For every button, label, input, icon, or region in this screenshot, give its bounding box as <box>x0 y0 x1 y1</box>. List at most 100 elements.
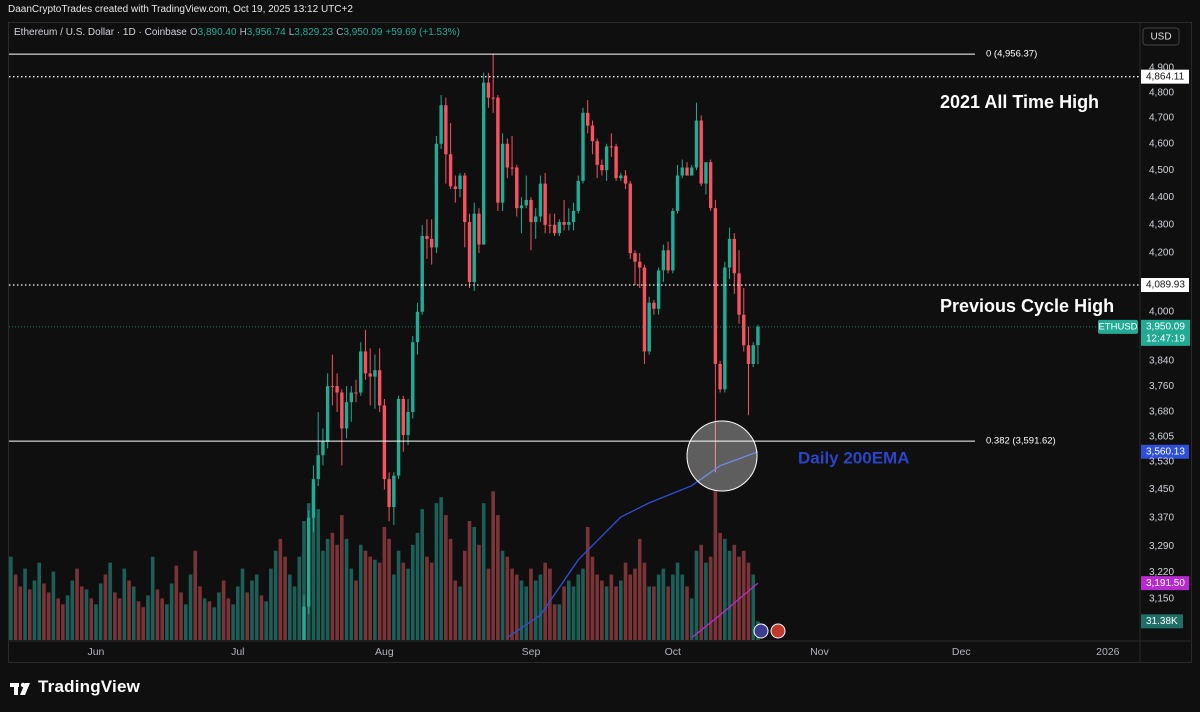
volume-bar <box>689 598 694 640</box>
volume-bar <box>169 583 174 640</box>
volume-bar <box>278 538 283 640</box>
candle-body <box>732 238 736 274</box>
candle-body <box>619 175 623 179</box>
volume-bar <box>581 568 585 640</box>
volume-bar <box>316 509 320 640</box>
candle-body <box>448 154 453 187</box>
volume-bar <box>425 556 429 640</box>
candle-body <box>453 186 458 190</box>
volume-bar <box>519 580 524 640</box>
candle-body <box>628 183 632 254</box>
volume-bar <box>396 550 401 640</box>
candle-body <box>377 370 382 406</box>
volume-bar <box>221 580 226 640</box>
candle-body <box>316 455 320 480</box>
currency-button[interactable] <box>1142 27 1180 46</box>
highlight-circle <box>686 420 758 492</box>
volume-bar <box>254 574 259 640</box>
candle-body <box>552 224 557 234</box>
y-tick-label: 3,220 <box>1149 567 1174 578</box>
volume-bar <box>183 604 188 640</box>
legend-item: 3,950.09 <box>343 27 383 38</box>
candle-body <box>590 125 595 142</box>
event-icon <box>753 623 769 639</box>
volume-bar <box>496 515 500 640</box>
volume-bar <box>27 589 32 640</box>
volume-bar <box>647 586 651 640</box>
volume-bar <box>113 592 117 640</box>
volume-bar <box>462 550 467 640</box>
volume-bar <box>354 580 358 640</box>
volume-bar <box>46 592 51 640</box>
y-tick-label: 3,530 <box>1149 457 1174 468</box>
ma-tag <box>1141 444 1189 459</box>
volume-bar <box>723 538 727 640</box>
candle-body <box>548 224 552 226</box>
candle-body <box>325 386 330 442</box>
candle-body <box>666 250 670 271</box>
candle-body <box>742 314 746 346</box>
x-tick-label: Sep <box>522 646 541 658</box>
candle-body <box>335 386 339 393</box>
volume-bar <box>240 568 245 640</box>
candle-body <box>571 210 576 223</box>
level-tag <box>1141 69 1189 84</box>
volume-bar <box>448 538 453 640</box>
candle-body <box>638 261 642 268</box>
price-tag-label: 3,950.09 <box>1146 321 1185 332</box>
volume-bar <box>713 491 718 640</box>
volume-bar <box>358 544 363 640</box>
candle-body <box>344 402 349 429</box>
volume-bar <box>302 521 306 640</box>
volume-bar <box>56 598 60 640</box>
volume-tag <box>1141 614 1183 629</box>
volume-bar <box>155 589 160 640</box>
symbol-tag-label: ETHUSD <box>1098 321 1137 332</box>
volume-bar <box>75 568 79 640</box>
candle-body <box>420 236 424 312</box>
candle-body <box>472 213 476 283</box>
volume-bar <box>202 598 207 640</box>
candle-body <box>614 146 618 179</box>
volume-bar <box>675 562 680 640</box>
currency-label[interactable]: USD <box>1150 32 1171 43</box>
volume-bar <box>420 509 425 640</box>
volume-bar <box>434 503 439 640</box>
y-tick-label: 3,840 <box>1149 355 1174 366</box>
volume-bar <box>401 562 406 640</box>
candle-body <box>604 146 609 171</box>
volume-bar <box>231 604 235 640</box>
volume-bar <box>661 568 666 640</box>
volume-bar <box>174 565 179 640</box>
candle-body <box>746 345 751 364</box>
volume-bar <box>524 586 529 640</box>
candle-body <box>463 175 467 223</box>
candle-body <box>359 351 363 393</box>
volume-bar <box>349 568 354 640</box>
candle-body <box>429 238 434 248</box>
candle-body <box>467 222 472 283</box>
candle-body <box>567 222 571 225</box>
volume-bar <box>377 562 382 640</box>
y-tick-label: 4,600 <box>1149 138 1174 149</box>
candle-body <box>647 302 651 352</box>
volume-bar <box>562 586 566 640</box>
candle-body <box>704 162 708 184</box>
candle-body <box>505 143 510 168</box>
volume-bar <box>491 491 495 640</box>
candle-body <box>671 210 675 271</box>
legend-item: C <box>336 27 344 38</box>
candle-body <box>340 392 344 429</box>
volume-bar <box>410 544 415 640</box>
candle-body <box>321 441 325 456</box>
volume-bar <box>671 574 675 640</box>
candle-body <box>396 398 401 476</box>
candle-body <box>354 392 358 394</box>
x-tick-label: Nov <box>810 646 829 658</box>
volume-bar <box>150 556 155 640</box>
candle-body <box>481 82 486 245</box>
volume-bar <box>65 595 70 640</box>
volume-bar <box>623 562 628 640</box>
candle-body <box>458 175 462 190</box>
volume-bar <box>273 550 278 640</box>
